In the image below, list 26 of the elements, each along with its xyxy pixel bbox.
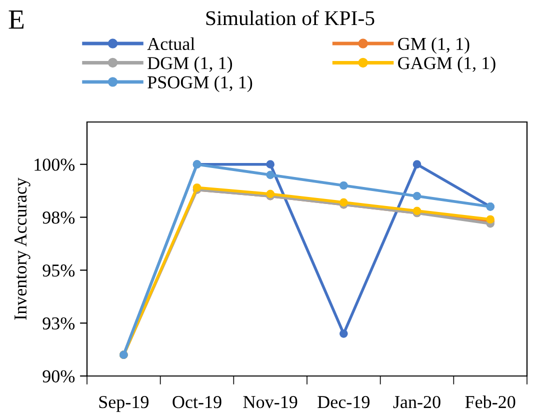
point	[192, 183, 202, 192]
legend-label: PSOGM (1, 1)	[148, 76, 252, 92]
x-tick-label: Sep-19	[99, 396, 149, 412]
x-tick-label: Jan-20	[393, 396, 440, 408]
chart-title: Simulation of KPI-5	[206, 10, 374, 26]
legend-label: DGM (1, 1)	[148, 56, 232, 73]
legend-label: Actual	[147, 37, 195, 50]
x-tick-label: Nov-19	[243, 396, 298, 408]
point	[412, 192, 422, 200]
x-tick-label: Dec-19	[318, 396, 370, 408]
point	[266, 170, 274, 180]
legend-label: GAGM (1, 1)	[398, 56, 496, 73]
y-tick-label: 90%	[42, 370, 75, 382]
y-tick-label: 98%	[42, 212, 75, 224]
text: E	[8, 10, 24, 29]
x-tick-label: Feb-20	[465, 395, 516, 408]
point	[266, 160, 274, 168]
x-tick-label: Oct-19	[172, 396, 222, 408]
legend-label: GM (1, 1)	[398, 37, 470, 54]
y-axis-title: Inventory Accuracy	[14, 178, 30, 320]
y-tick-label: 95%	[42, 264, 75, 277]
y-tick-label: 100%	[34, 158, 75, 171]
y-tick-label: 93%	[42, 317, 75, 330]
point	[340, 181, 348, 190]
point	[412, 160, 422, 168]
point	[340, 330, 348, 338]
